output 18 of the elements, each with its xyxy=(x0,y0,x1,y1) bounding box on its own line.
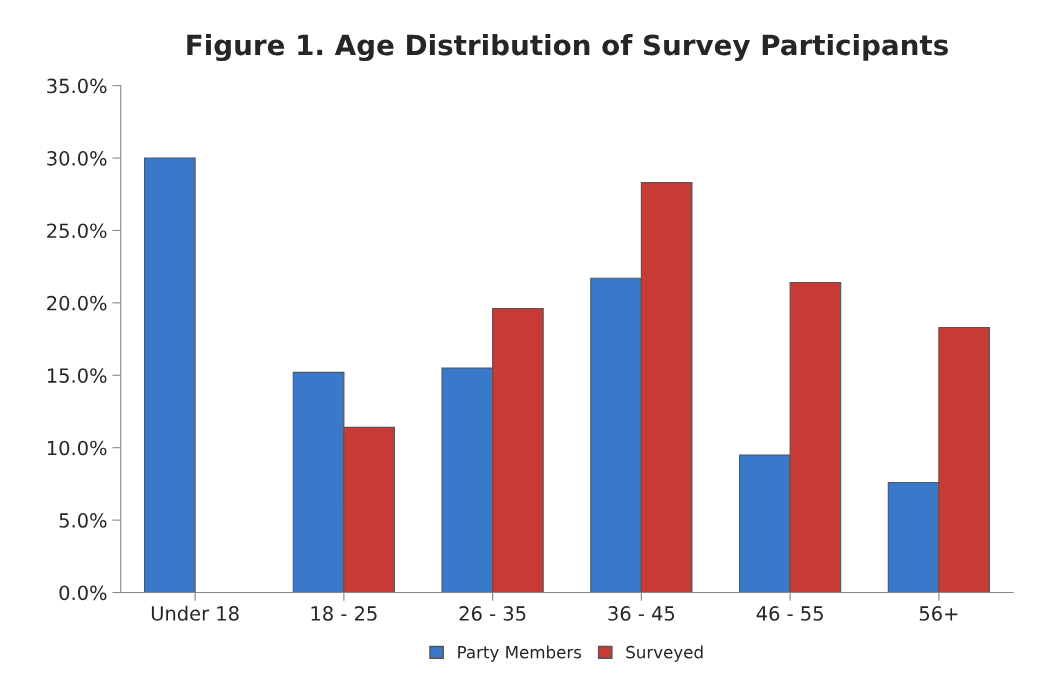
y-tick-label: 30.0% xyxy=(47,151,107,166)
chart-title: Figure 1. Age Distribution of Survey Participants xyxy=(187,33,948,62)
y-tick-label: 0.0% xyxy=(59,585,107,601)
legend-label: Party Members xyxy=(458,645,582,662)
y-tick-label: 15.0% xyxy=(47,368,107,383)
y-tick-label: 25.0% xyxy=(47,223,107,239)
y-tick-label: 35.0% xyxy=(47,78,107,94)
x-tick-label: 46 - 55 xyxy=(756,606,823,621)
y-tick-label: 5.0% xyxy=(59,513,107,528)
y-tick-label: 10.0% xyxy=(47,440,107,456)
x-tick-label: Under 18 xyxy=(151,605,239,621)
x-tick-label: 26 - 35 xyxy=(459,606,526,621)
bar xyxy=(143,157,196,593)
x-tick-label: 36 - 45 xyxy=(608,606,675,621)
x-tick-label: 18 - 25 xyxy=(311,606,377,621)
y-tick-label: 20.0% xyxy=(47,295,107,311)
x-tick-label: 56+ xyxy=(919,606,958,621)
legend-label: Surveyed xyxy=(626,645,703,662)
